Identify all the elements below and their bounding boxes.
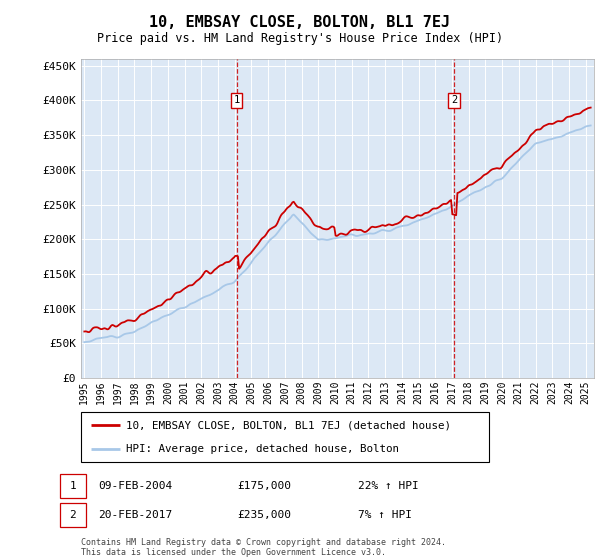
Text: £175,000: £175,000 <box>238 481 292 491</box>
Text: 1: 1 <box>233 95 240 105</box>
Text: 7% ↑ HPI: 7% ↑ HPI <box>358 510 412 520</box>
Text: 22% ↑ HPI: 22% ↑ HPI <box>358 481 418 491</box>
Text: HPI: Average price, detached house, Bolton: HPI: Average price, detached house, Bolt… <box>126 445 399 454</box>
Text: 2: 2 <box>70 510 76 520</box>
FancyBboxPatch shape <box>60 474 86 498</box>
Text: 10, EMBSAY CLOSE, BOLTON, BL1 7EJ (detached house): 10, EMBSAY CLOSE, BOLTON, BL1 7EJ (detac… <box>126 420 451 430</box>
Text: 2: 2 <box>451 95 457 105</box>
Text: 10, EMBSAY CLOSE, BOLTON, BL1 7EJ: 10, EMBSAY CLOSE, BOLTON, BL1 7EJ <box>149 15 451 30</box>
Text: 09-FEB-2004: 09-FEB-2004 <box>98 481 173 491</box>
Text: 20-FEB-2017: 20-FEB-2017 <box>98 510 173 520</box>
Text: Contains HM Land Registry data © Crown copyright and database right 2024.: Contains HM Land Registry data © Crown c… <box>81 538 446 547</box>
FancyBboxPatch shape <box>81 412 489 462</box>
Text: £235,000: £235,000 <box>238 510 292 520</box>
FancyBboxPatch shape <box>60 502 86 527</box>
Text: Price paid vs. HM Land Registry's House Price Index (HPI): Price paid vs. HM Land Registry's House … <box>97 32 503 45</box>
Text: 1: 1 <box>70 481 76 491</box>
Text: This data is licensed under the Open Government Licence v3.0.: This data is licensed under the Open Gov… <box>81 548 386 557</box>
